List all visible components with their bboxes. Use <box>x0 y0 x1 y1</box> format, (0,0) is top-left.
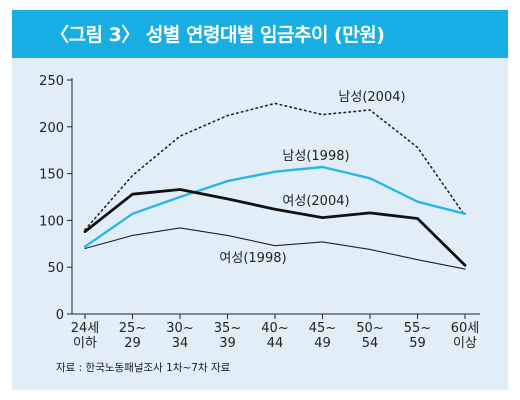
chart-panel <box>12 10 508 390</box>
x-tick-label: 39 <box>219 336 236 351</box>
x-tick-label: 49 <box>314 336 331 351</box>
x-tick-label: 35~ <box>214 321 241 336</box>
x-tick-label: 60세 <box>451 321 480 336</box>
series-line-3 <box>83 188 467 267</box>
x-tick-label: 34 <box>172 336 189 351</box>
series-line-2 <box>83 165 467 248</box>
series-line-1 <box>84 102 466 231</box>
chart-title: 〈그림 3〉 성별 연령대별 임금추이 (만원) <box>50 24 385 46</box>
x-tick-label: 이상 <box>453 336 477 351</box>
x-tick-label: 44 <box>267 336 284 351</box>
series-label: 남성(1998) <box>282 149 349 164</box>
series-labels: 남성(2004) 남성(1998) 여성(2004) 여성(1998) <box>219 90 405 266</box>
y-tick-label: 200 <box>39 121 64 136</box>
x-tick-label: 40~ <box>261 321 288 336</box>
chart-series <box>83 102 467 270</box>
x-tick-label: 45~ <box>309 321 336 336</box>
x-tick-label: 55~ <box>404 321 431 336</box>
y-tick-label: 0 <box>56 308 64 323</box>
x-tick-label: 이하 <box>73 336 97 351</box>
y-tick-label: 250 <box>39 74 64 89</box>
source-note: 자료 : 한국노동패널조사 1차~7차 자료 <box>56 362 231 374</box>
series-label: 여성(1998) <box>219 251 286 266</box>
series-line-4 <box>84 227 466 270</box>
y-tick-label: 150 <box>39 168 64 183</box>
title-bar <box>12 10 508 58</box>
x-tick-label: 59 <box>409 336 426 351</box>
x-tick-label: 25~ <box>119 321 146 336</box>
x-tick-label: 54 <box>362 336 379 351</box>
series-label: 남성(2004) <box>338 90 405 105</box>
x-tick-label: 50~ <box>356 321 383 336</box>
y-tick-label: 100 <box>39 214 64 229</box>
x-tick-label: 30~ <box>166 321 193 336</box>
x-tick-label: 29 <box>124 336 141 351</box>
x-tick-label: 24세 <box>71 321 100 336</box>
series-label: 여성(2004) <box>282 194 349 209</box>
y-tick-label: 50 <box>47 261 64 276</box>
